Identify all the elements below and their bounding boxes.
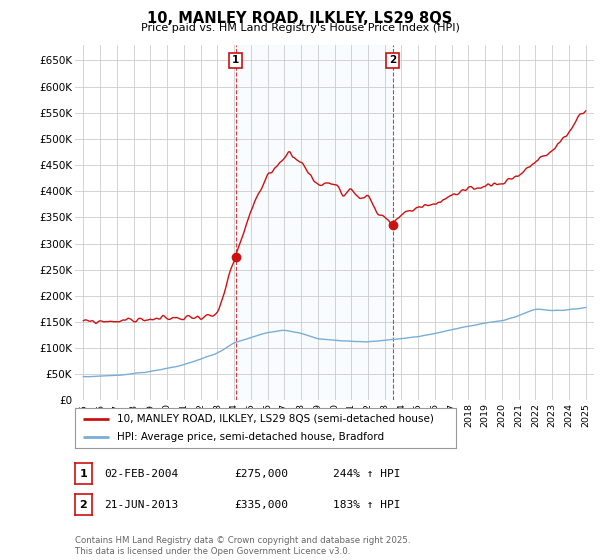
Text: £335,000: £335,000: [234, 500, 288, 510]
Text: £275,000: £275,000: [234, 469, 288, 479]
Text: 02-FEB-2004: 02-FEB-2004: [104, 469, 178, 479]
Text: 183% ↑ HPI: 183% ↑ HPI: [333, 500, 401, 510]
Text: Contains HM Land Registry data © Crown copyright and database right 2025.
This d: Contains HM Land Registry data © Crown c…: [75, 536, 410, 556]
Text: 244% ↑ HPI: 244% ↑ HPI: [333, 469, 401, 479]
Text: 1: 1: [232, 55, 239, 66]
Bar: [236, 45, 392, 400]
Text: Price paid vs. HM Land Registry's House Price Index (HPI): Price paid vs. HM Land Registry's House …: [140, 23, 460, 33]
Text: 1: 1: [80, 469, 87, 479]
Text: 2: 2: [80, 500, 87, 510]
Text: HPI: Average price, semi-detached house, Bradford: HPI: Average price, semi-detached house,…: [117, 432, 384, 442]
Text: 10, MANLEY ROAD, ILKLEY, LS29 8QS: 10, MANLEY ROAD, ILKLEY, LS29 8QS: [148, 11, 452, 26]
Text: 21-JUN-2013: 21-JUN-2013: [104, 500, 178, 510]
Text: 2: 2: [389, 55, 396, 66]
Text: 10, MANLEY ROAD, ILKLEY, LS29 8QS (semi-detached house): 10, MANLEY ROAD, ILKLEY, LS29 8QS (semi-…: [117, 414, 434, 423]
